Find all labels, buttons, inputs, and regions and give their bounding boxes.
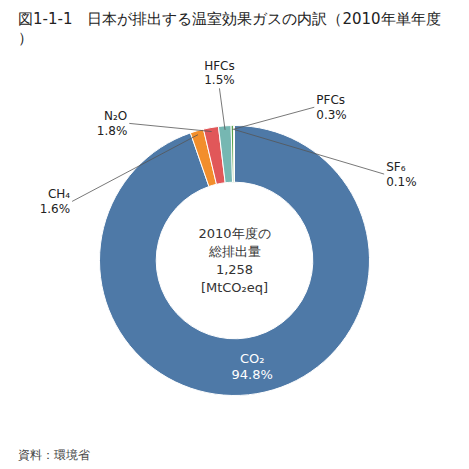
source: 資料：環境省: [18, 448, 90, 462]
center-text: [MtCO₂eq]: [201, 280, 268, 295]
data-label: 0.3%: [316, 108, 347, 122]
slice: [233, 126, 235, 183]
plot: CO₂94.8% CH₄1.6% N₂O1.8% HFCs1.5% PFCs0.3% SF…: [40, 59, 417, 395]
leader-line: [232, 107, 314, 129]
data-label: 1.6%: [40, 202, 71, 216]
data-label: 1.8%: [97, 124, 128, 138]
labels: CO₂94.8% CH₄1.6% N₂O1.8% HFCs1.5% PFCs0.3% SF…: [40, 59, 417, 381]
slice: [100, 126, 370, 396]
slices: [100, 126, 370, 396]
slice-label: N₂O: [104, 109, 127, 123]
data-label: 94.8%: [232, 367, 273, 382]
slice: [218, 126, 232, 183]
title: 図1-1-1 日本が排出する温室効果ガスの内訳（2010年単年度）: [18, 10, 441, 47]
slice-label: CH₄: [48, 187, 70, 201]
slice-label: SF₆: [386, 160, 406, 174]
center-text: 2010年度の: [198, 226, 270, 241]
chart: 図1-1-1 日本が排出する温室効果ガスの内訳（2010年単年度） 資料：環境省 C…: [0, 0, 469, 469]
title-line: ）: [18, 29, 33, 47]
leader-line: [72, 135, 198, 202]
slice-label: CO₂: [240, 351, 265, 366]
leader-line: [234, 130, 384, 175]
leader-line: [219, 88, 225, 129]
center-text: 総排出量: [208, 244, 261, 259]
slice-label: PFCs: [316, 93, 345, 107]
slice: [231, 126, 234, 183]
center-text: 1,258: [216, 262, 253, 277]
data-label: 1.5%: [204, 73, 235, 87]
data-label: 0.1%: [386, 175, 417, 189]
slice-label: HFCs: [204, 59, 235, 73]
title-line: 図1-1-1 日本が排出する温室効果ガスの内訳（2010年単年度: [18, 10, 441, 28]
leader-line: [129, 123, 211, 131]
